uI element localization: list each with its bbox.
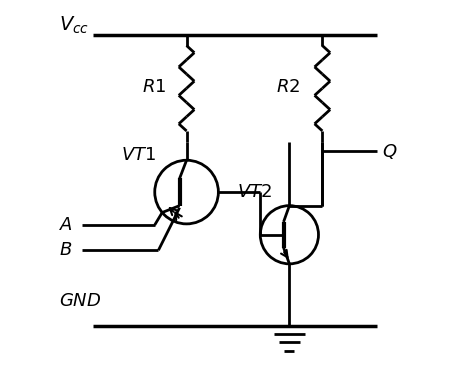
Text: $R1$: $R1$ (142, 78, 166, 96)
Text: $B$: $B$ (58, 241, 72, 259)
Text: $A$: $A$ (58, 216, 73, 234)
Text: $GND$: $GND$ (58, 292, 101, 310)
Text: $Q$: $Q$ (383, 142, 398, 161)
Text: $VT1$: $VT1$ (120, 146, 155, 164)
Text: $V_{cc}$: $V_{cc}$ (58, 15, 89, 36)
Text: $R2$: $R2$ (276, 78, 300, 96)
Text: $VT2$: $VT2$ (237, 183, 272, 201)
